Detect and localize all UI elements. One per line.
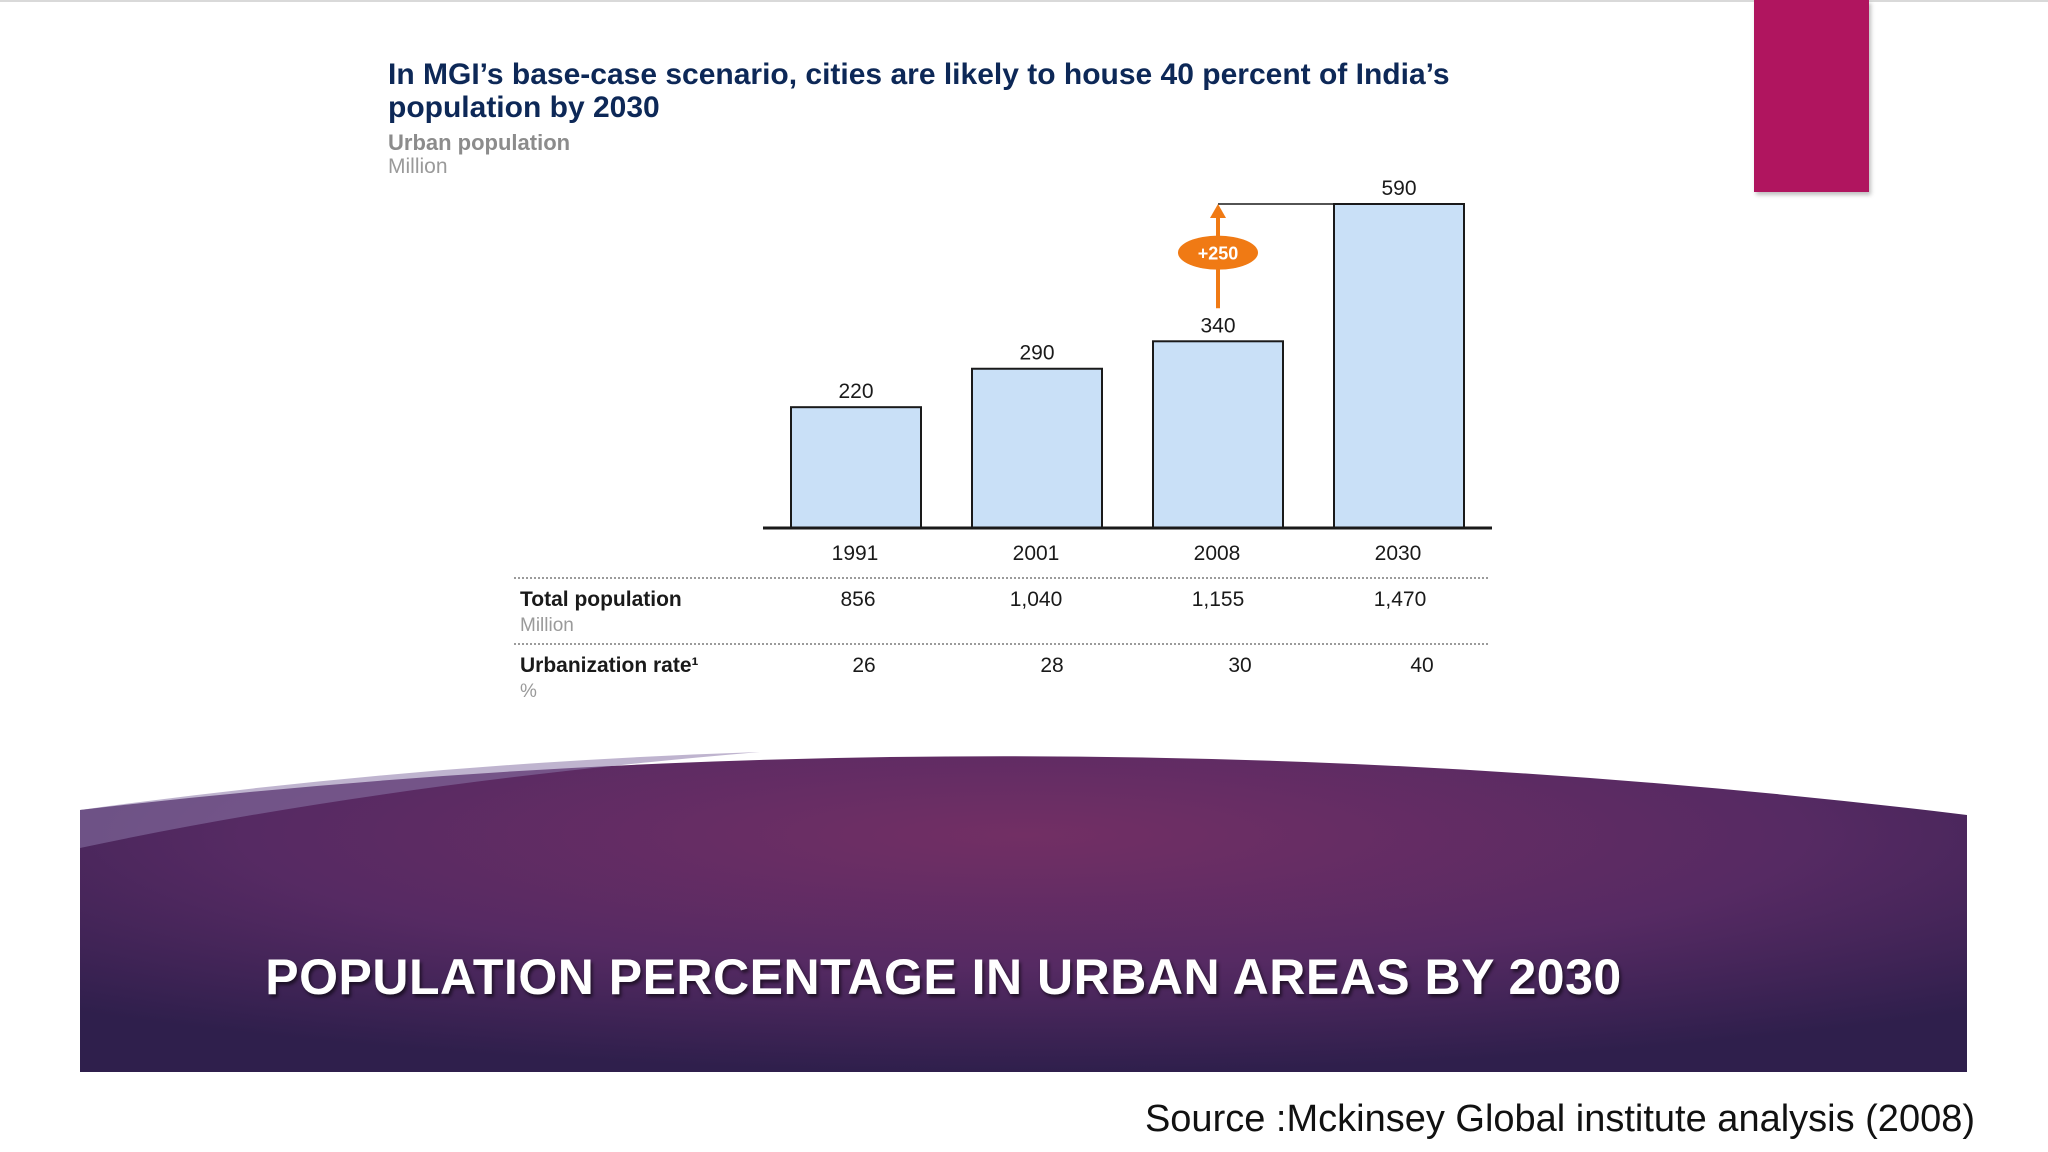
annotation-badge (1178, 235, 1258, 270)
chart-subtitle: Urban population (388, 130, 571, 155)
table-cell: 1,155 (1192, 588, 1245, 611)
x-tick-label: 2001 (1013, 542, 1060, 565)
table-cell: 30 (1228, 654, 1251, 677)
x-tick-label: 2030 (1375, 542, 1422, 565)
table-cell: 28 (1040, 654, 1063, 677)
source-note: Source :Mckinsey Global institute analys… (1144, 1098, 1975, 1140)
accent-tab (1754, 0, 1869, 192)
bar (971, 367, 1103, 529)
annotation-label: +250 (1198, 244, 1239, 264)
bar-value-label: 220 (838, 380, 873, 403)
x-tick-label: 1991 (832, 542, 879, 565)
table-row-unit: Million (520, 615, 574, 636)
chart-title: In MGI’s base-case scenario, cities are … (388, 58, 1450, 124)
chart-unit: Million (388, 155, 448, 178)
table-cell: 40 (1410, 654, 1433, 677)
table-cell: 26 (852, 654, 875, 677)
bar-value-label: 290 (1019, 342, 1054, 365)
table-row-unit: % (520, 681, 537, 702)
table-cell: 1,470 (1374, 588, 1427, 611)
slide-title: POPULATION PERCENTAGE IN URBAN AREAS BY … (265, 949, 1622, 1005)
top-border (0, 0, 2048, 2)
table-row-label: Urbanization rate¹ (520, 654, 699, 677)
table-cell: 1,040 (1010, 588, 1063, 611)
x-tick-label: 2008 (1194, 542, 1241, 565)
annotation-arrowhead (1210, 204, 1226, 218)
bar-value-label: 590 (1381, 177, 1416, 200)
table-row-label: Total population (520, 588, 682, 611)
bar (1333, 203, 1465, 529)
bar-value-label: 340 (1200, 314, 1235, 337)
bar (790, 406, 922, 529)
bar-chart: 220 1991 290 2001 340 2008 590 2030 +250 Total po… (514, 177, 1492, 702)
table-cell: 856 (840, 588, 875, 611)
